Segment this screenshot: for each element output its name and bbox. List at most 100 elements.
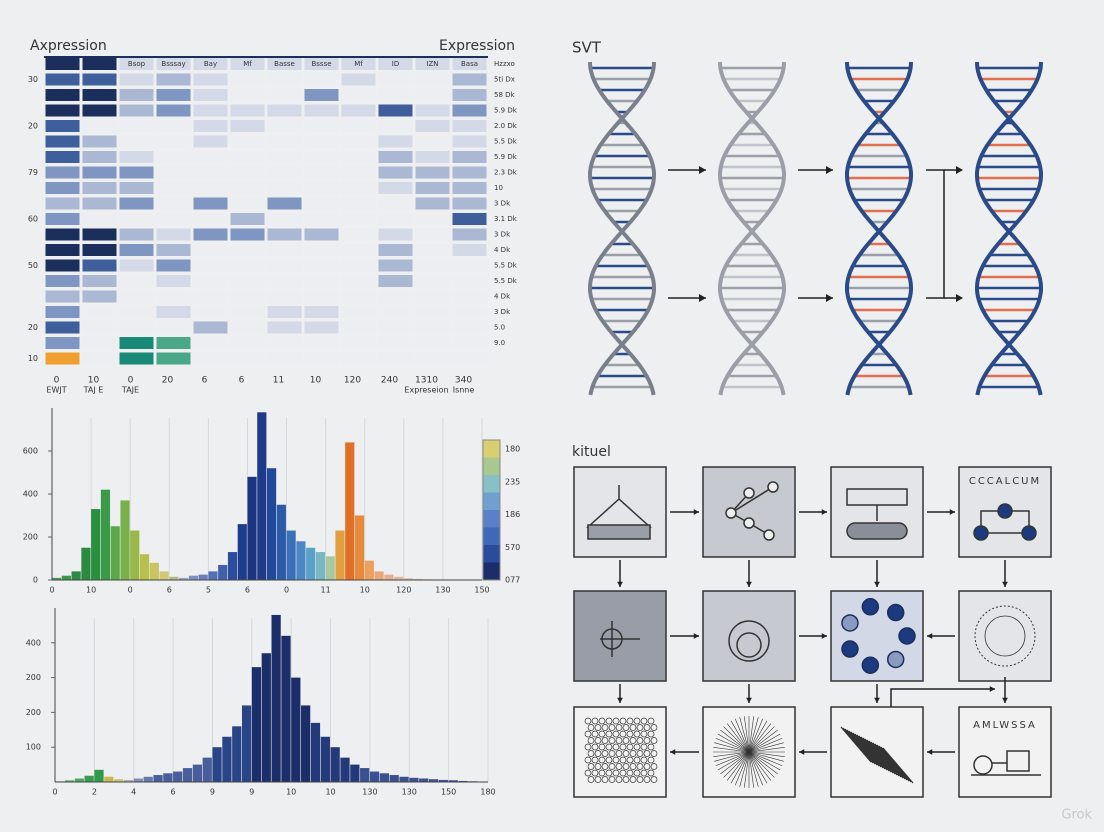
heatmap-cell — [119, 58, 154, 70]
flow-icon — [626, 730, 634, 738]
flow-icon — [748, 751, 781, 771]
row-label-right: 3 Dk — [494, 200, 511, 208]
column-header: Bssse — [311, 60, 331, 68]
column-sublabel: Isnne — [453, 386, 475, 395]
flow-icon — [626, 717, 634, 725]
flow-icon — [748, 751, 764, 786]
heatmap-cell — [156, 213, 191, 225]
colorbar-step — [483, 510, 500, 528]
flow-icon — [861, 598, 880, 616]
histogram-bar — [360, 768, 370, 782]
flow-icon — [601, 763, 609, 770]
heatmap-cell — [267, 213, 302, 225]
flow-icon — [594, 750, 602, 757]
heatmap-cell — [267, 73, 302, 86]
heatmap-cell — [267, 259, 302, 272]
colorbar-step — [483, 562, 500, 581]
flow-icon — [850, 731, 882, 768]
row-label-right: 5.5 Dk — [494, 262, 518, 270]
histogram-bar — [399, 776, 409, 782]
row-label-right: 5.9 Dk — [494, 107, 518, 115]
histogram-bar — [202, 757, 212, 782]
heatmap-cell — [341, 275, 376, 287]
heatmap-cell — [415, 166, 450, 179]
flow-icon — [629, 750, 637, 757]
heatmap-cell — [193, 151, 228, 163]
flow-icon — [594, 776, 602, 783]
histogram-bar — [389, 775, 399, 782]
histogram-bar — [281, 635, 291, 782]
flow-icon — [739, 751, 750, 787]
dna-strand — [588, 61, 656, 396]
colorbar-step — [483, 457, 500, 476]
heatmap-cell — [119, 290, 154, 303]
flow-icon — [647, 769, 655, 777]
flow-icon — [723, 751, 750, 778]
heatmap-cell — [119, 120, 154, 132]
x-tick-label: 9 — [210, 788, 215, 797]
heatmap-cell — [304, 166, 339, 179]
x-tick-label: 6 — [167, 586, 172, 595]
heatmap-cell — [452, 244, 487, 256]
x-tick-label: 150 — [474, 586, 489, 595]
flow-arrow-head — [927, 633, 933, 639]
heatmap-cell — [341, 166, 376, 179]
watermark: Grok — [1061, 808, 1092, 823]
row-label-right: 2.3 Dk — [494, 169, 518, 177]
histogram-bar — [74, 778, 84, 782]
x-tick-label: 10 — [360, 586, 370, 595]
flow-icon — [647, 730, 655, 738]
flow-icon — [615, 763, 623, 770]
heatmap-cell — [156, 58, 191, 70]
x-tick-label: 150 — [441, 788, 456, 797]
heatmap-cell — [45, 213, 80, 225]
heatmap-cell — [267, 89, 302, 101]
histogram-bar — [354, 515, 365, 580]
heatmap-cell — [304, 259, 339, 272]
histogram-bar — [120, 500, 130, 580]
flow-arrow-head — [670, 749, 676, 755]
column-label: 0 — [54, 376, 60, 386]
flow-icon — [636, 737, 644, 744]
flow-icon — [862, 737, 894, 774]
heatmap-cell — [341, 321, 376, 334]
flow-icon — [587, 524, 651, 540]
flow-box — [702, 590, 796, 682]
heatmap-cell — [230, 135, 265, 148]
heatmap-cell — [452, 352, 487, 365]
flow-icon — [619, 743, 627, 751]
flow-icon — [594, 724, 602, 731]
heatmap-cell — [378, 120, 413, 132]
heatmap-cell — [452, 337, 487, 349]
flow-diagram: CCCALCUM AMLWSSA — [573, 466, 1052, 798]
histogram-bar — [208, 571, 218, 580]
flow-icon — [973, 755, 993, 775]
heatmap-cell — [452, 89, 487, 101]
flow-icon — [744, 716, 750, 753]
flow-icon — [598, 769, 606, 777]
heatmap-cell — [45, 58, 80, 70]
flow-icon — [601, 724, 609, 731]
flow-icon — [748, 751, 775, 778]
flow-icon — [601, 776, 609, 783]
flow-icon — [584, 743, 592, 751]
heatmap-cell — [156, 228, 191, 241]
histogram-bar — [438, 779, 449, 782]
heatmap-cell — [193, 120, 228, 132]
flow-icon — [598, 756, 606, 764]
heatmap-cell — [415, 306, 450, 318]
flow-icon — [715, 737, 750, 753]
histogram-bar — [350, 764, 360, 782]
heatmap-cell — [415, 259, 450, 272]
flow-icon — [612, 743, 620, 751]
flow-connector — [890, 688, 989, 707]
heatmap-cell — [267, 197, 302, 210]
flow-icon — [587, 737, 595, 744]
column-sublabel: TAJE — [121, 386, 139, 395]
flow-icon — [598, 743, 606, 751]
heatmap-cell — [452, 290, 487, 303]
heatmap-cell — [230, 321, 265, 334]
heatmap-cell — [378, 244, 413, 256]
heatmap-cell — [156, 337, 191, 349]
histogram-bar — [91, 509, 101, 580]
